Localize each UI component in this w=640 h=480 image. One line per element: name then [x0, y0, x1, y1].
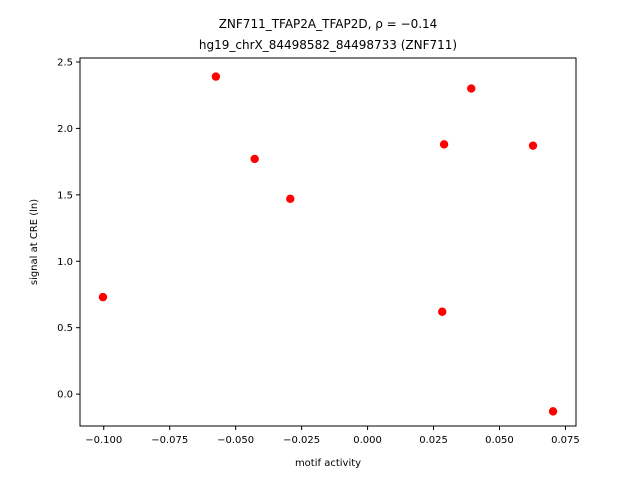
x-tick-label: −0.025 [283, 435, 320, 446]
x-axis-ticks: −0.100 −0.075 −0.050 −0.025 0.000 0.025 0.050 0… [85, 426, 580, 446]
data-point [250, 154, 259, 164]
y-tick-label: 0.0 [57, 390, 73, 401]
y-axis-ticks: 0.0 0.5 1.0 1.5 2.0 2.5 [57, 57, 80, 401]
plot-frame [79, 57, 577, 427]
data-point [439, 140, 449, 149]
x-tick-label: 0.075 [551, 435, 580, 446]
data-point [528, 141, 538, 150]
y-axis-label: signal at CRE (ln) [29, 199, 40, 285]
data-point [438, 307, 447, 316]
x-tick-label: −0.075 [151, 435, 188, 446]
data-point [98, 292, 108, 302]
data-point [548, 407, 558, 416]
x-tick-label: −0.050 [217, 435, 254, 446]
y-tick-label: 1.0 [57, 257, 73, 268]
x-axis-label: motif activity [295, 458, 361, 469]
x-tick-label: 0.050 [485, 435, 514, 446]
data-point [467, 84, 476, 93]
data-point [286, 194, 295, 204]
chart-title-line1: ZNF711_TFAP2A_TFAP2D, ρ = −0.14 [219, 17, 438, 31]
x-tick-label: 0.025 [419, 435, 448, 446]
chart-title-line2: hg19_chrX_84498582_84498733 (ZNF711) [199, 38, 457, 52]
x-tick-label: 0.000 [353, 435, 382, 446]
y-tick-label: 0.5 [57, 323, 73, 334]
data-point [211, 72, 221, 81]
data-points [98, 72, 558, 416]
y-tick-label: 1.5 [57, 190, 73, 201]
x-tick-label: −0.100 [85, 435, 122, 446]
y-tick-label: 2.5 [57, 57, 73, 68]
y-tick-label: 2.0 [57, 124, 73, 135]
